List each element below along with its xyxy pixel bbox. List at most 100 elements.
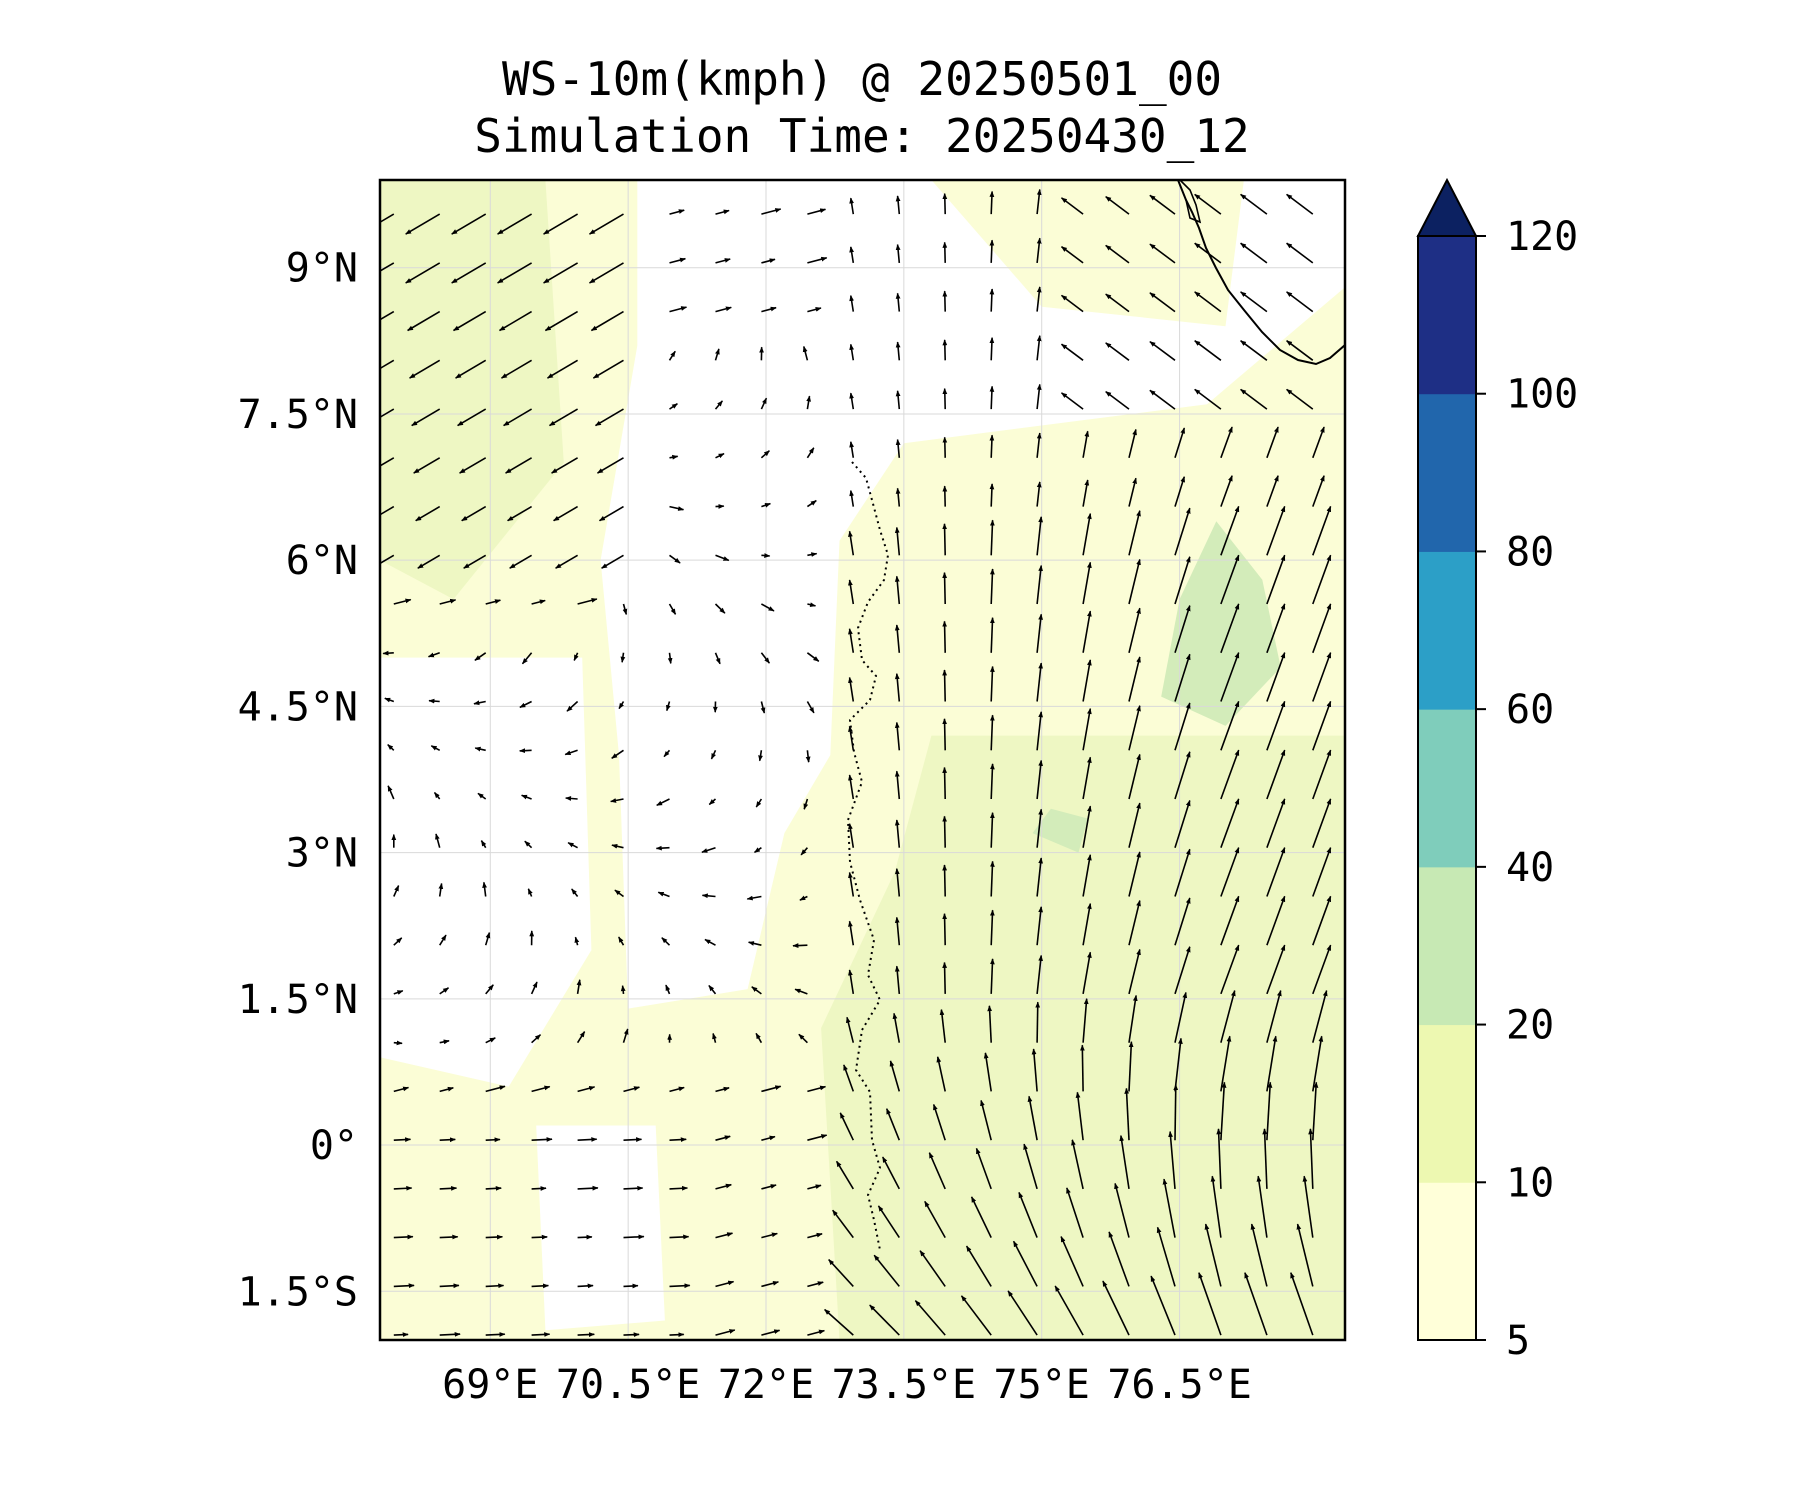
wind-arrow [919,1250,946,1287]
wind-arrow [1007,1290,1038,1336]
wind-arrow [761,502,771,508]
wind-arrow [761,306,777,313]
wind-arrow [942,620,948,653]
wind-arrow [895,390,901,410]
wind-arrow [1266,944,1286,995]
wind-arrow [407,310,441,332]
wind-arrow [519,748,532,754]
wind-arrow [665,984,671,995]
wind-arrow [393,1332,409,1338]
wind-arrow [1308,1128,1314,1189]
wind-arrow [1174,897,1191,946]
wind-arrow [1220,652,1240,702]
wind-arrow [384,697,395,703]
wind-arrow [1174,427,1186,459]
wind-arrow [393,598,412,605]
wind-arrow [1312,603,1332,654]
wind-arrow [989,958,995,994]
wind-arrow [1174,751,1191,800]
wind-arrow [848,969,855,995]
wind-arrow [393,937,403,946]
wind-arrow [1286,340,1314,361]
y-tick-label: 1.5°S [238,1269,358,1315]
wind-arrow [1266,990,1282,1043]
wind-arrow [895,439,901,458]
wind-arrow [1174,848,1191,897]
wind-arrow [485,599,501,605]
y-tick-label: 4.5°N [238,684,358,730]
wind-arrow [761,1232,778,1239]
wind-arrow [1174,991,1188,1043]
wind-arrow [1061,343,1084,361]
wind-arrow [1174,476,1186,507]
wind-arrow [832,1209,854,1239]
wind-arrow [588,213,624,235]
wind-arrow [1266,798,1286,848]
wind-arrow [924,1200,946,1238]
wind-arrow [869,1304,900,1336]
wind-arrow [807,1134,828,1141]
wind-arrow [942,961,948,994]
wind-arrow [806,701,815,714]
x-tick-label: 69°E [442,1362,538,1408]
wind-arrow [527,888,533,897]
wind-arrow [1312,944,1332,995]
wind-arrow [989,385,995,410]
wind-arrow [1124,1087,1130,1141]
wind-arrow [1266,475,1279,507]
wind-arrow [669,306,688,313]
wind-arrow [1296,1223,1314,1287]
wind-arrow [848,676,855,702]
wind-arrow [1105,293,1130,313]
wind-arrow [939,1009,946,1043]
wind-arrow [989,909,995,946]
wind-arrow [551,457,579,474]
wind-arrow [1036,808,1044,848]
wind-arrow [451,262,487,284]
wind-arrow [942,766,948,800]
wind-arrow [714,652,721,665]
wind-arrow [849,343,855,361]
wind-arrow [701,893,716,899]
wind-arrow [485,1234,503,1240]
wind-arrow [521,652,533,665]
wind-arrow [519,700,532,709]
wind-arrow [1061,197,1084,215]
moderate-region-northwest [380,180,564,600]
wind-arrow [1082,610,1092,653]
wind-arrow [1027,1095,1038,1141]
wind-arrow [1082,854,1092,897]
wind-arrow [1023,1143,1038,1190]
wind-arrow [807,602,817,608]
wind-arrow [1036,188,1042,215]
wind-arrow [669,1137,687,1142]
wind-arrow [1102,1280,1130,1336]
wind-arrow [544,310,579,332]
wind-arrow [497,262,533,284]
gridlines [380,180,1345,1340]
wind-arrow [975,1147,992,1190]
wind-arrow [942,669,948,702]
wind-arrow [798,1033,808,1044]
india-coastline [1177,180,1345,366]
wind-arrow [942,718,948,751]
wind-arrow [439,1283,460,1289]
wind-arrow [1036,516,1044,556]
wind-arrow [802,345,809,361]
wind-arrow [849,295,855,312]
wind-arrow [485,1185,502,1191]
wind-arrow [531,1283,549,1289]
wind-arrow [668,603,677,615]
wind-arrow [895,292,901,312]
y-axis-ticks: 9°N 7.5°N 6°N 4.5°N 3°N 1.5°N 0° 1.5°S [238,246,358,1316]
wind-arrow [983,1052,992,1092]
wind-arrow [1036,954,1044,994]
coastlines [846,180,1345,1251]
wind-arrow [433,792,441,800]
wind-arrow [1128,851,1141,897]
wind-arrow [989,288,995,312]
wind-arrow [439,1185,458,1191]
wind-arrow [1128,1041,1134,1092]
wind-arrow [1266,505,1286,556]
wind-arrow [439,1331,461,1337]
